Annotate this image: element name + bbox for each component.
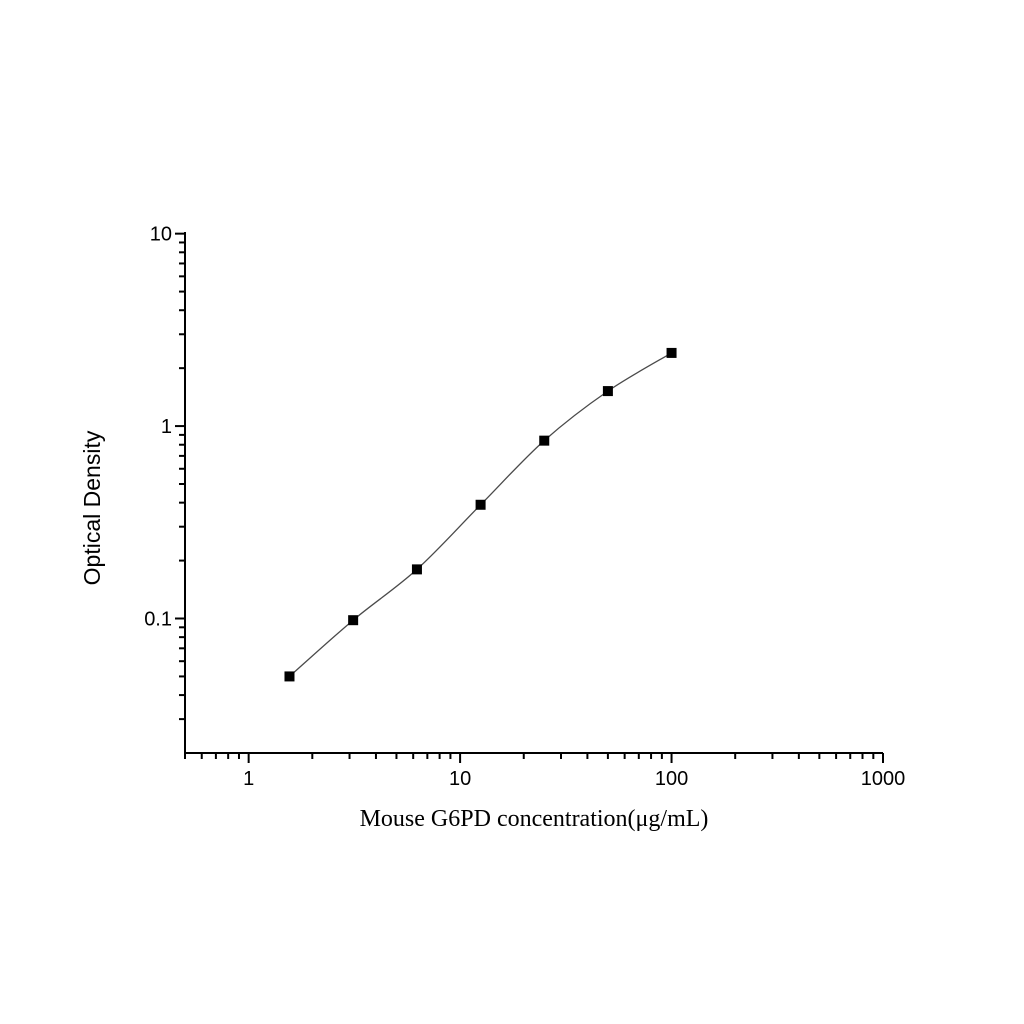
axis-ticks — [175, 232, 884, 763]
data-point-marker — [666, 347, 677, 358]
data-point-marker — [602, 386, 613, 397]
x-tick-label: 1000 — [861, 768, 906, 790]
x-tick-label: 1 — [243, 768, 254, 790]
data-point-marker — [348, 615, 359, 626]
axes — [184, 232, 883, 754]
x-tick-label: 100 — [655, 768, 688, 790]
data-point-marker — [539, 435, 550, 446]
data-point-marker — [284, 671, 295, 682]
x-tick-label: 10 — [449, 768, 471, 790]
data-point-marker — [411, 564, 422, 575]
y-tick-label: 0.1 — [144, 609, 172, 631]
axis-tick-labels: 1 10 100 1000 0.1 1 10 — [144, 224, 905, 790]
data-point-marker — [475, 499, 486, 510]
fit-curve-line — [289, 352, 672, 677]
fit-curve — [289, 352, 672, 677]
data-point-markers — [284, 347, 677, 682]
x-axis-title: Mouse G6PD concentration(μg/mL) — [360, 806, 709, 832]
y-axis-title: Optical Density — [79, 430, 105, 585]
y-tick-label: 1 — [161, 416, 172, 438]
y-tick-label: 10 — [150, 224, 172, 246]
